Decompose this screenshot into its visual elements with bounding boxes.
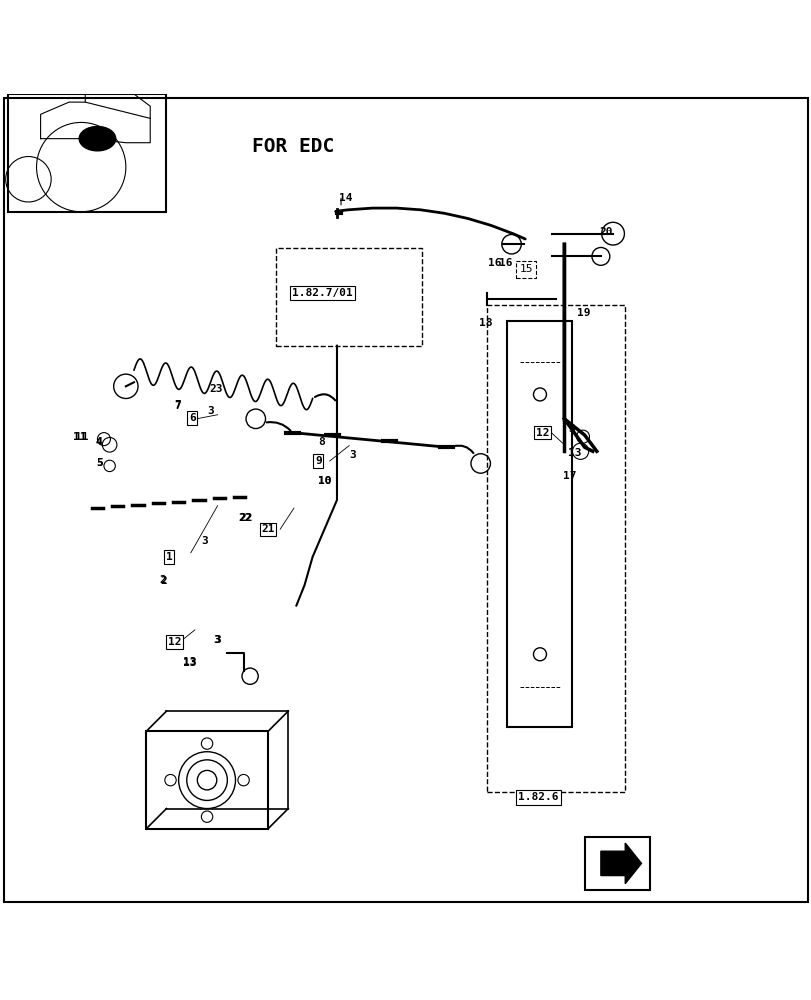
Text: 23: 23 bbox=[209, 384, 223, 394]
Text: 21: 21 bbox=[261, 524, 274, 534]
Text: 10: 10 bbox=[318, 476, 332, 486]
Text: 3: 3 bbox=[207, 406, 213, 416]
Bar bbox=[507, 321, 572, 727]
Bar bbox=[146, 731, 268, 829]
Text: 18: 18 bbox=[478, 318, 492, 328]
Bar bbox=[8, 94, 166, 212]
Text: 1: 1 bbox=[165, 552, 172, 562]
Text: 22: 22 bbox=[238, 513, 251, 523]
Text: 2: 2 bbox=[161, 576, 167, 586]
Text: 16: 16 bbox=[499, 258, 513, 268]
Text: 7: 7 bbox=[174, 401, 181, 411]
Text: FOR EDC: FOR EDC bbox=[251, 137, 333, 156]
Text: 7: 7 bbox=[174, 400, 181, 410]
Text: 16: 16 bbox=[487, 258, 501, 268]
Text: 1.82.7/01: 1.82.7/01 bbox=[292, 288, 353, 298]
Text: 10: 10 bbox=[318, 476, 332, 486]
Text: 3: 3 bbox=[201, 536, 208, 546]
Text: 14: 14 bbox=[339, 193, 353, 203]
Text: 4: 4 bbox=[96, 437, 102, 447]
Text: 22: 22 bbox=[239, 513, 253, 523]
Bar bbox=[276, 248, 422, 346]
Polygon shape bbox=[600, 843, 641, 884]
Text: 5: 5 bbox=[96, 458, 102, 468]
Text: 6: 6 bbox=[189, 413, 195, 423]
Text: 9: 9 bbox=[315, 456, 321, 466]
Text: 3: 3 bbox=[214, 635, 221, 645]
Text: 5: 5 bbox=[96, 458, 102, 468]
Text: 4: 4 bbox=[96, 437, 102, 447]
Text: 20: 20 bbox=[599, 227, 612, 237]
Text: 19: 19 bbox=[576, 308, 590, 318]
Text: 13: 13 bbox=[568, 448, 581, 458]
Text: 17: 17 bbox=[562, 471, 576, 481]
Text: 3: 3 bbox=[349, 450, 355, 460]
Text: 12: 12 bbox=[168, 637, 181, 647]
Text: 15: 15 bbox=[519, 264, 532, 274]
Text: 8: 8 bbox=[318, 437, 324, 447]
Text: 13: 13 bbox=[182, 657, 196, 667]
Text: 11: 11 bbox=[75, 432, 88, 442]
Bar bbox=[487, 305, 624, 792]
Text: 3: 3 bbox=[568, 424, 574, 434]
Ellipse shape bbox=[79, 126, 115, 151]
Text: 11: 11 bbox=[73, 432, 87, 442]
Text: 1.82.6: 1.82.6 bbox=[517, 792, 558, 802]
Text: 12: 12 bbox=[535, 428, 548, 438]
Text: 2: 2 bbox=[159, 575, 165, 585]
Bar bbox=[584, 837, 649, 890]
Text: 13: 13 bbox=[182, 658, 196, 668]
Text: 3: 3 bbox=[213, 635, 220, 645]
